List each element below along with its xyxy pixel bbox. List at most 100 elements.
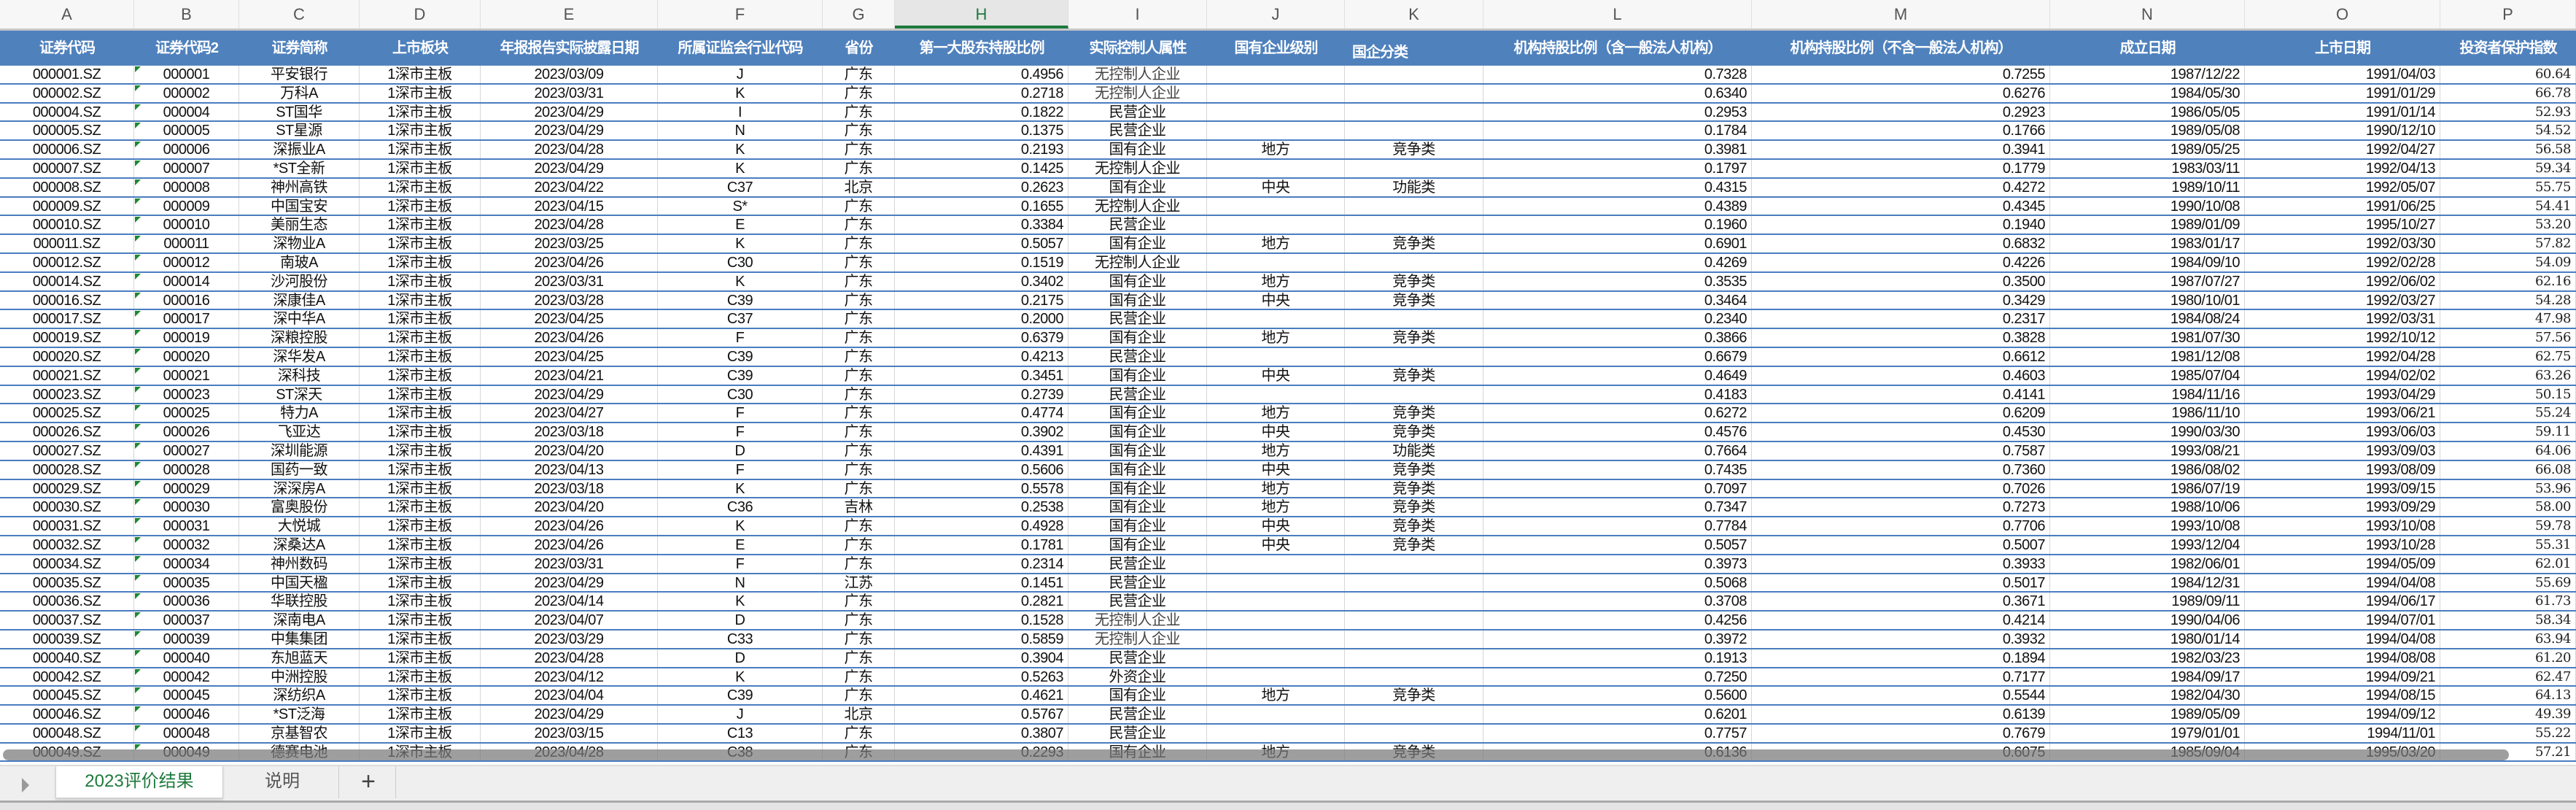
cell-k[interactable]: [1345, 347, 1483, 366]
cell-f[interactable]: D: [658, 612, 823, 629]
cell-j[interactable]: [1207, 574, 1345, 592]
cell-l[interactable]: 0.1797: [1483, 159, 1752, 177]
cell-c[interactable]: 沙河股份: [239, 272, 360, 290]
cell-c[interactable]: 平安银行: [239, 66, 360, 83]
cell-j[interactable]: 中央: [1207, 536, 1345, 554]
cell-o[interactable]: 1993/09/29: [2245, 498, 2440, 517]
cell-m[interactable]: 0.7706: [1752, 517, 2050, 535]
cell-l[interactable]: 0.4315: [1483, 178, 1752, 196]
cell-a[interactable]: 000025.SZ: [0, 404, 134, 423]
cell-e[interactable]: 2023/04/28: [481, 649, 658, 667]
cell-b[interactable]: 000040: [134, 649, 239, 667]
cell-d[interactable]: 1深市主板: [360, 536, 481, 554]
cell-i[interactable]: 国有企业: [1068, 291, 1207, 309]
cell-p[interactable]: 59.78: [2440, 517, 2576, 535]
cell-f[interactable]: K: [658, 84, 823, 102]
cell-a[interactable]: 000017.SZ: [0, 310, 134, 328]
cell-d[interactable]: 1深市主板: [360, 329, 481, 347]
cell-n[interactable]: 1989/05/25: [2050, 141, 2245, 158]
cell-b[interactable]: 000036: [134, 593, 239, 611]
cell-g[interactable]: 广东: [823, 347, 895, 366]
cell-h[interactable]: 0.4621: [895, 687, 1068, 705]
cell-i[interactable]: 民营企业: [1068, 216, 1207, 234]
cell-l[interactable]: 0.7664: [1483, 441, 1752, 460]
cell-c[interactable]: 东旭蓝天: [239, 649, 360, 667]
cell-f[interactable]: J: [658, 706, 823, 723]
cell-e[interactable]: 2023/04/29: [481, 103, 658, 121]
cell-c[interactable]: 中集集团: [239, 630, 360, 648]
cell-h[interactable]: 0.4391: [895, 441, 1068, 460]
cell-m[interactable]: 0.6832: [1752, 235, 2050, 252]
cell-m[interactable]: 0.5007: [1752, 536, 2050, 554]
cell-j[interactable]: 地方: [1207, 441, 1345, 460]
cell-m[interactable]: 0.4214: [1752, 612, 2050, 629]
cell-j[interactable]: 中央: [1207, 366, 1345, 385]
cell-p[interactable]: 55.22: [2440, 724, 2576, 742]
cell-i[interactable]: 国有企业: [1068, 536, 1207, 554]
cell-f[interactable]: F: [658, 460, 823, 479]
cell-o[interactable]: 1993/10/28: [2245, 536, 2440, 554]
cell-p[interactable]: 62.01: [2440, 555, 2576, 573]
cell-c[interactable]: *ST泛海: [239, 706, 360, 723]
cell-p[interactable]: 55.75: [2440, 178, 2576, 196]
cell-a[interactable]: 000009.SZ: [0, 197, 134, 215]
cell-c[interactable]: 中国天楹: [239, 574, 360, 592]
cell-l[interactable]: 0.5068: [1483, 574, 1752, 592]
cell-g[interactable]: 广东: [823, 385, 895, 404]
cell-l[interactable]: 0.3866: [1483, 329, 1752, 347]
cell-k[interactable]: [1345, 630, 1483, 648]
cell-m[interactable]: 0.4141: [1752, 385, 2050, 404]
cell-c[interactable]: 美丽生态: [239, 216, 360, 234]
column-letter-e[interactable]: E: [481, 0, 658, 28]
header-cell-p[interactable]: 投资者保护指数: [2459, 40, 2558, 56]
cell-n[interactable]: 1982/04/30: [2050, 687, 2245, 705]
cell-c[interactable]: 深物业A: [239, 235, 360, 252]
cell-k[interactable]: 竞争类: [1345, 479, 1483, 498]
cell-d[interactable]: 1深市主板: [360, 668, 481, 686]
cell-h[interactable]: 0.5859: [895, 630, 1068, 648]
cell-n[interactable]: 1984/09/17: [2050, 668, 2245, 686]
cell-k[interactable]: 竞争类: [1345, 366, 1483, 385]
cell-g[interactable]: 广东: [823, 668, 895, 686]
cell-g[interactable]: 广东: [823, 536, 895, 554]
cell-e[interactable]: 2023/04/28: [481, 141, 658, 158]
cell-o[interactable]: 1992/03/30: [2245, 235, 2440, 252]
column-letter-c[interactable]: C: [239, 0, 360, 28]
cell-h[interactable]: 0.4774: [895, 404, 1068, 423]
cell-l[interactable]: 0.2953: [1483, 103, 1752, 121]
cell-g[interactable]: 广东: [823, 141, 895, 158]
cell-b[interactable]: 000007: [134, 159, 239, 177]
cell-f[interactable]: C36: [658, 498, 823, 517]
cell-k[interactable]: [1345, 159, 1483, 177]
cell-p[interactable]: 58.00: [2440, 498, 2576, 517]
cell-m[interactable]: 0.5544: [1752, 687, 2050, 705]
cell-c[interactable]: 大悦城: [239, 517, 360, 535]
cell-e[interactable]: 2023/03/25: [481, 235, 658, 252]
cell-n[interactable]: 1986/07/19: [2050, 479, 2245, 498]
cell-f[interactable]: K: [658, 159, 823, 177]
cell-d[interactable]: 1深市主板: [360, 630, 481, 648]
cell-g[interactable]: 北京: [823, 178, 895, 196]
header-cell-m[interactable]: 机构持股比例（不含一般法人机构）: [1790, 40, 2013, 56]
cell-a[interactable]: 000001.SZ: [0, 66, 134, 83]
cell-n[interactable]: 1986/05/05: [2050, 103, 2245, 121]
cell-f[interactable]: F: [658, 404, 823, 423]
cell-l[interactable]: 0.3535: [1483, 272, 1752, 290]
cell-d[interactable]: 1深市主板: [360, 612, 481, 629]
cell-f[interactable]: I: [658, 103, 823, 121]
cell-n[interactable]: 1983/03/11: [2050, 159, 2245, 177]
cell-a[interactable]: 000029.SZ: [0, 479, 134, 498]
cell-n[interactable]: 1989/09/11: [2050, 593, 2245, 611]
cell-l[interactable]: 0.6340: [1483, 84, 1752, 102]
cell-f[interactable]: C39: [658, 347, 823, 366]
cell-e[interactable]: 2023/03/18: [481, 423, 658, 441]
cell-m[interactable]: 0.3671: [1752, 593, 2050, 611]
cell-j[interactable]: 地方: [1207, 404, 1345, 423]
cell-k[interactable]: [1345, 555, 1483, 573]
cell-c[interactable]: 深振业A: [239, 141, 360, 158]
cell-o[interactable]: 1994/11/01: [2245, 724, 2440, 742]
cell-m[interactable]: 0.3933: [1752, 555, 2050, 573]
cell-h[interactable]: 0.1655: [895, 197, 1068, 215]
cell-h[interactable]: 0.3807: [895, 724, 1068, 742]
cell-l[interactable]: 0.7784: [1483, 517, 1752, 535]
